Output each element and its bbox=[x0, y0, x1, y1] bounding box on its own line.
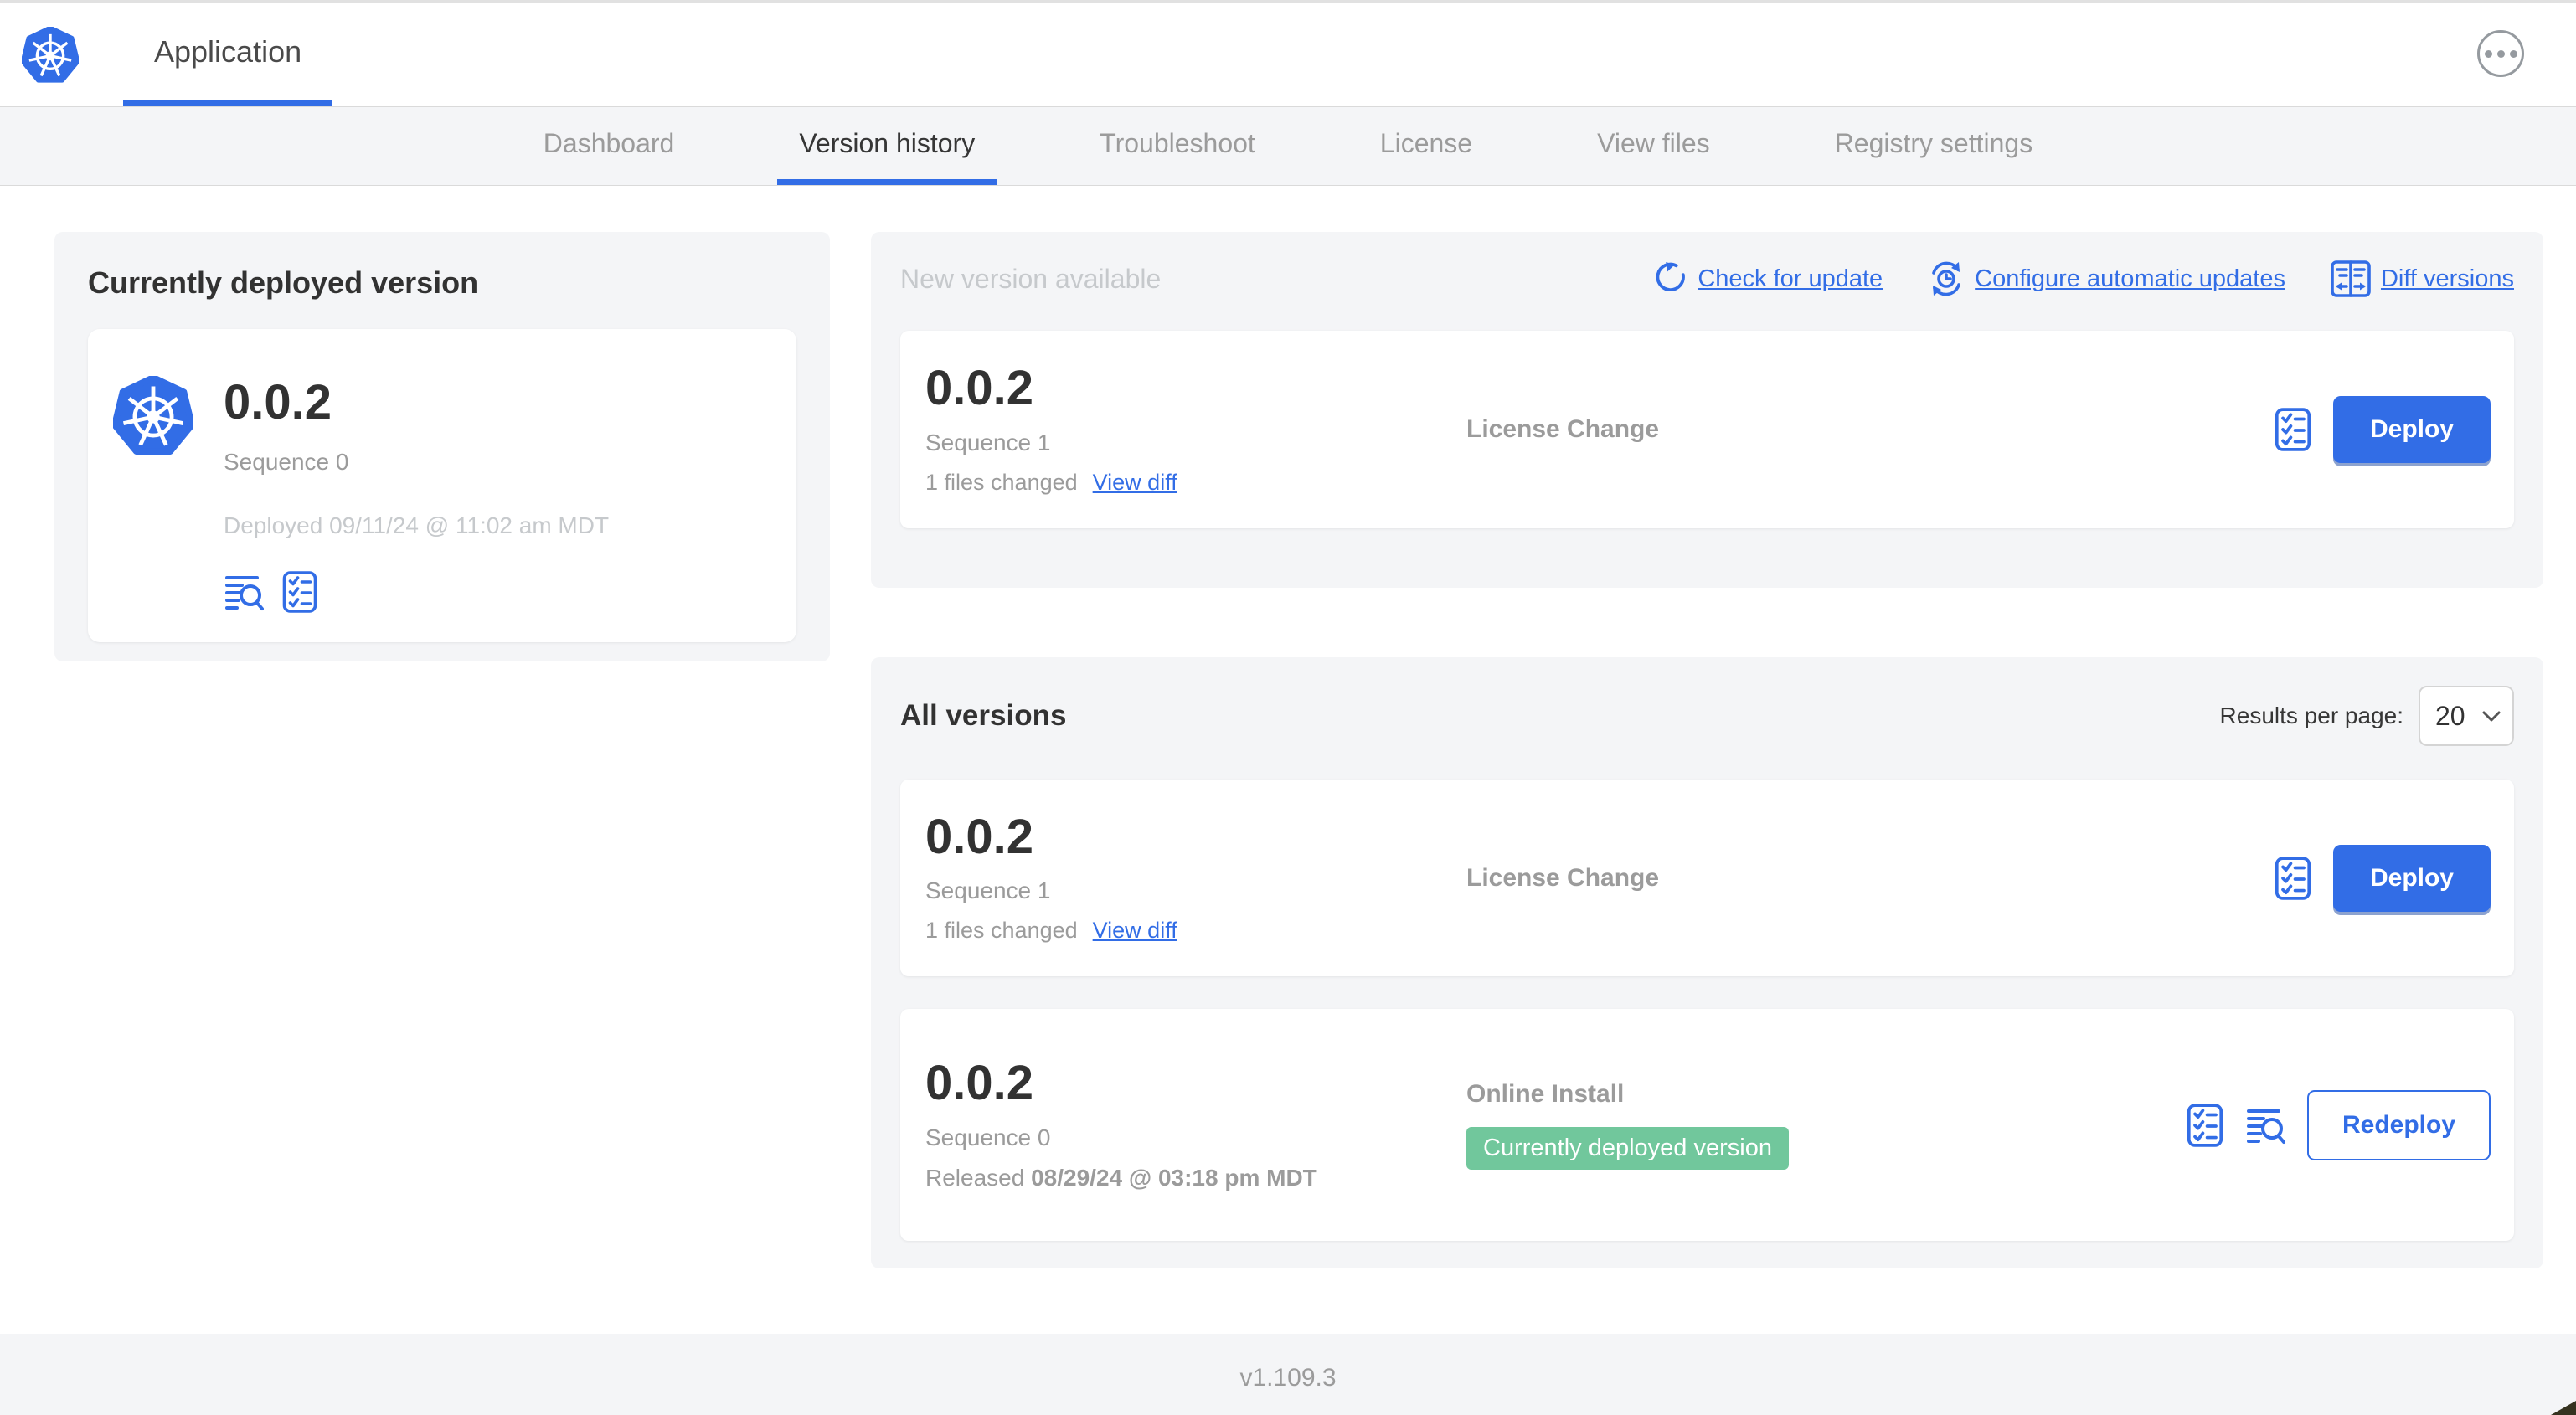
version-sequence: Sequence 0 bbox=[925, 1124, 1051, 1150]
files-changed: 1 files changed bbox=[925, 918, 1078, 944]
version-sequence: Sequence 1 bbox=[925, 877, 1051, 904]
version-number: 0.0.2 bbox=[925, 1056, 1033, 1111]
view-diff-link[interactable]: View diff bbox=[1092, 918, 1177, 944]
preflight-checks-icon[interactable] bbox=[2275, 408, 2311, 451]
tab-version-history[interactable]: Version history bbox=[777, 107, 997, 185]
deployed-timestamp: Deployed 09/11/24 @ 11:02 am MDT bbox=[224, 512, 610, 538]
all-versions-panel: All versions Results per page: 20 0.0.2 … bbox=[871, 657, 2543, 1268]
version-sequence: Sequence 1 bbox=[925, 429, 1051, 455]
new-version-heading: New version available bbox=[900, 263, 1162, 294]
kubernetes-logo-icon bbox=[22, 27, 79, 84]
view-diff-link[interactable]: View diff bbox=[1092, 469, 1177, 495]
preflight-checks-icon[interactable] bbox=[282, 571, 317, 613]
mouse-cursor bbox=[2551, 1401, 2576, 1415]
auto-update-icon bbox=[1931, 260, 1961, 297]
currently-deployed-panel: Currently deployed version 0.0.2 Sequenc… bbox=[54, 232, 830, 661]
version-source: License Change bbox=[1466, 415, 1660, 443]
app-header: Application bbox=[0, 3, 2576, 106]
currently-deployed-heading: Currently deployed version bbox=[88, 265, 479, 300]
app-title: Application bbox=[154, 33, 302, 69]
configure-automatic-updates-link[interactable]: Configure automatic updates bbox=[1928, 260, 2285, 297]
version-number: 0.0.2 bbox=[925, 809, 1033, 864]
version-number: 0.0.2 bbox=[925, 361, 1033, 416]
preflight-checks-icon[interactable] bbox=[2275, 856, 2311, 900]
tab-troubleshoot[interactable]: Troubleshoot bbox=[1100, 127, 1255, 158]
results-per-page-label: Results per page: bbox=[2219, 702, 2403, 728]
tab-license[interactable]: License bbox=[1379, 127, 1473, 158]
refresh-icon bbox=[1656, 261, 1686, 292]
released-timestamp: Released 08/29/24 @ 03:18 pm MDT bbox=[925, 1164, 1317, 1191]
preflight-checks-icon[interactable] bbox=[2187, 1103, 2223, 1147]
ellipsis-icon bbox=[2484, 49, 2492, 58]
files-changed: 1 files changed bbox=[925, 469, 1078, 495]
diff-versions-link[interactable]: Diff versions bbox=[2331, 260, 2514, 297]
new-version-panel: New version available Check for update C… bbox=[871, 232, 2543, 588]
version-source: Online Install bbox=[1466, 1080, 1625, 1108]
version-row: 0.0.2 Sequence 0 Released 08/29/24 @ 03:… bbox=[900, 1009, 2514, 1241]
check-for-update-link[interactable]: Check for update bbox=[1652, 261, 1883, 296]
redeploy-button[interactable]: Redeploy bbox=[2306, 1089, 2491, 1160]
kubernetes-app-icon bbox=[113, 376, 193, 456]
app-title-tab[interactable]: Application bbox=[123, 3, 333, 106]
version-nav: Dashboard Version history Troubleshoot L… bbox=[0, 106, 2576, 186]
overflow-menu-button[interactable] bbox=[2477, 30, 2524, 77]
console-version: v1.109.3 bbox=[1239, 1364, 1337, 1392]
currently-deployed-badge: Currently deployed version bbox=[1466, 1127, 1789, 1170]
app-footer: v1.109.3 bbox=[0, 1334, 2576, 1415]
window-edge bbox=[0, 0, 2576, 3]
view-logs-icon[interactable] bbox=[2245, 1105, 2285, 1145]
version-row: 0.0.2 Sequence 1 1 files changed View di… bbox=[900, 780, 2514, 976]
deployed-sequence: Sequence 0 bbox=[224, 448, 349, 475]
currently-deployed-card: 0.0.2 Sequence 0 Deployed 09/11/24 @ 11:… bbox=[88, 329, 796, 642]
tab-view-files[interactable]: View files bbox=[1597, 127, 1710, 158]
tab-dashboard[interactable]: Dashboard bbox=[543, 127, 675, 158]
deployed-version-number: 0.0.2 bbox=[224, 375, 332, 430]
deploy-button[interactable]: Deploy bbox=[2332, 844, 2491, 912]
all-versions-heading: All versions bbox=[900, 699, 1067, 732]
deploy-button[interactable]: Deploy bbox=[2332, 396, 2491, 463]
tab-registry-settings[interactable]: Registry settings bbox=[1834, 127, 2033, 158]
version-source: License Change bbox=[1466, 863, 1660, 892]
new-version-card: 0.0.2 Sequence 1 1 files changed View di… bbox=[900, 331, 2514, 528]
view-logs-icon[interactable] bbox=[224, 572, 264, 612]
diff-icon bbox=[2331, 260, 2371, 297]
results-per-page-select[interactable]: 20 bbox=[2419, 686, 2514, 746]
